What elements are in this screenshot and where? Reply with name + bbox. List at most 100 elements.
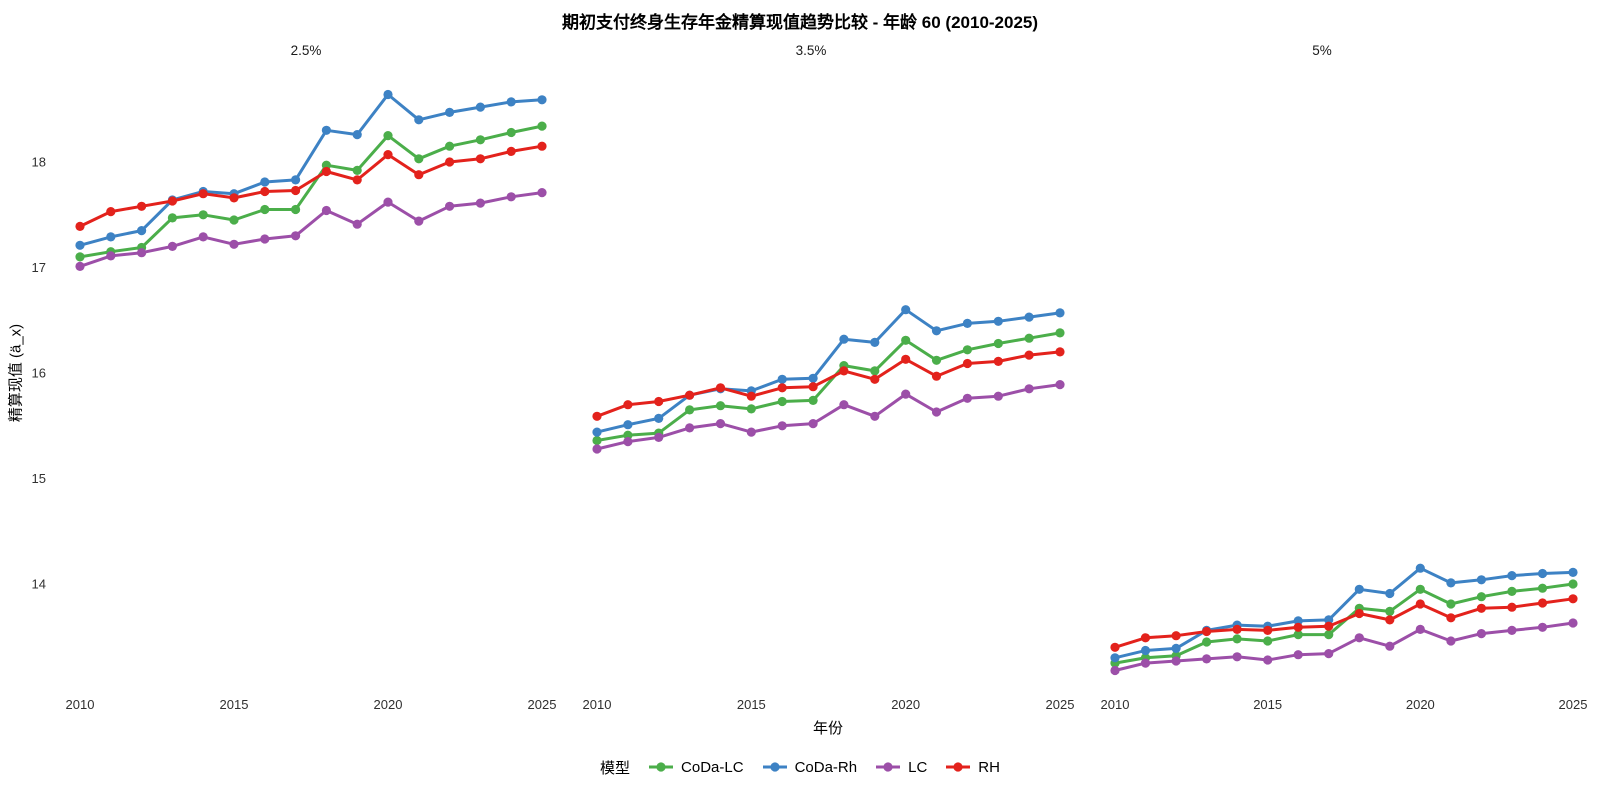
legend-marker-icon	[649, 762, 674, 772]
point-CoDa-LC-5%-2013	[1202, 637, 1212, 647]
point-RH-5%-2016	[1293, 622, 1303, 632]
point-CoDa-LC-3.5%-2025	[1055, 328, 1065, 338]
series-line-RH-5%	[1113, 597, 1575, 649]
point-CoDa-Rh-3.5%-2025	[1055, 308, 1065, 318]
point-CoDa-Rh-2.5%-2011	[106, 232, 116, 242]
point-LC-5%-2015	[1263, 655, 1273, 665]
point-LC-2.5%-2010	[75, 261, 85, 271]
x-axis-title: 年份	[812, 720, 844, 737]
point-LC-2.5%-2019	[352, 219, 362, 229]
point-RH-3.5%-2017	[808, 382, 818, 392]
point-RH-5%-2021	[1446, 613, 1456, 623]
point-CoDa-LC-3.5%-2019	[870, 366, 880, 376]
y-tick-label-16: 16	[32, 366, 46, 381]
point-LC-2.5%-2012	[137, 248, 147, 258]
chart-title: 期初支付终身生存年金精算现值趋势比较 - 年龄 60 (2010-2025)	[561, 13, 1039, 32]
point-RH-5%-2022	[1476, 603, 1486, 613]
point-LC-3.5%-2023	[993, 391, 1003, 401]
point-RH-5%-2017	[1324, 621, 1334, 631]
point-RH-5%-2025	[1568, 594, 1578, 604]
point-RH-3.5%-2018	[839, 366, 849, 376]
point-RH-3.5%-2014	[715, 383, 726, 393]
point-LC-5%-2011	[1140, 658, 1151, 668]
point-CoDa-Rh-5%-2023	[1507, 571, 1517, 581]
point-LC-3.5%-2016	[777, 421, 787, 431]
point-CoDa-LC-2.5%-2024	[506, 127, 516, 138]
legend-label: LC	[908, 758, 928, 776]
point-RH-3.5%-2012	[654, 396, 664, 407]
x-tick-label-3.5%-2025: 2025	[1046, 697, 1075, 712]
point-CoDa-LC-5%-2019	[1385, 606, 1395, 617]
facet-strip-label-3.5pct: 3.5%	[795, 43, 827, 58]
point-LC-5%-2021	[1446, 636, 1456, 646]
point-CoDa-LC-2.5%-2022	[445, 141, 455, 151]
y-tick-label-14: 14	[32, 577, 46, 592]
series-line-CoDa-Rh-2.5%	[78, 93, 544, 247]
point-LC-3.5%-2010	[592, 444, 602, 454]
point-CoDa-Rh-2.5%-2022	[445, 107, 455, 117]
facet-strip-label-2.5pct: 2.5%	[290, 43, 322, 58]
point-LC-3.5%-2017	[808, 419, 818, 429]
point-CoDa-LC-5%-2022	[1476, 592, 1486, 602]
series-line-CoDa-LC-2.5%	[78, 124, 544, 259]
point-CoDa-LC-2.5%-2025	[537, 121, 547, 131]
point-CoDa-Rh-3.5%-2019	[870, 337, 880, 347]
series-line-LC-5%	[1113, 621, 1575, 672]
point-LC-2.5%-2018	[321, 205, 331, 216]
point-RH-5%-2020	[1415, 599, 1425, 609]
x-tick-label-5%-2020: 2020	[1406, 697, 1435, 712]
legend-label: CoDa-Rh	[794, 758, 858, 776]
point-CoDa-LC-3.5%-2023	[993, 338, 1003, 349]
point-CoDa-Rh-2.5%-2010	[75, 240, 85, 250]
x-tick-label-2.5%-2015: 2015	[220, 697, 249, 712]
point-LC-2.5%-2024	[506, 192, 516, 202]
point-CoDa-LC-2.5%-2015	[229, 215, 239, 225]
point-CoDa-Rh-3.5%-2024	[1024, 312, 1034, 322]
point-RH-3.5%-2011	[623, 400, 633, 410]
point-RH-2.5%-2017	[291, 185, 301, 196]
point-CoDa-LC-2.5%-2016	[260, 204, 270, 215]
point-RH-2.5%-2018	[321, 166, 331, 177]
point-LC-5%-2010	[1110, 665, 1120, 676]
point-LC-3.5%-2012	[654, 432, 664, 442]
legend-label: CoDa-LC	[681, 758, 744, 776]
point-LC-5%-2024	[1537, 622, 1548, 632]
legend-items: CoDa-LC CoDa-Rh LC RH	[648, 759, 1000, 776]
point-CoDa-LC-3.5%-2021	[931, 355, 942, 365]
point-RH-2.5%-2023	[475, 154, 485, 164]
point-CoDa-LC-2.5%-2014	[198, 210, 208, 220]
x-tick-label-3.5%-2010: 2010	[583, 697, 612, 712]
point-LC-2.5%-2021	[414, 216, 424, 226]
point-LC-5%-2023	[1507, 625, 1517, 636]
point-CoDa-LC-3.5%-2014	[715, 401, 726, 411]
point-RH-5%-2010	[1110, 642, 1120, 652]
point-LC-3.5%-2015	[746, 427, 756, 437]
point-LC-5%-2014	[1232, 652, 1242, 662]
point-LC-5%-2017	[1324, 649, 1334, 659]
point-CoDa-LC-5%-2021	[1446, 599, 1456, 609]
point-CoDa-Rh-5%-2016	[1293, 616, 1303, 626]
point-RH-5%-2023	[1507, 602, 1517, 612]
point-CoDa-LC-2.5%-2021	[414, 154, 424, 164]
legend: 模型 CoDa-LC CoDa-Rh LC RH	[0, 752, 1600, 782]
point-CoDa-Rh-5%-2017	[1324, 615, 1334, 625]
point-CoDa-Rh-2.5%-2012	[137, 226, 147, 236]
point-RH-3.5%-2019	[870, 374, 880, 384]
point-RH-3.5%-2016	[777, 383, 787, 393]
point-CoDa-Rh-2.5%-2017	[291, 175, 301, 185]
point-CoDa-LC-3.5%-2022	[962, 345, 973, 355]
point-CoDa-Rh-5%-2012	[1171, 643, 1181, 654]
point-LC-2.5%-2014	[198, 232, 208, 242]
x-tick-label-3.5%-2015: 2015	[737, 697, 766, 712]
point-CoDa-Rh-2.5%-2024	[506, 97, 516, 107]
point-CoDa-Rh-3.5%-2018	[839, 334, 849, 344]
x-tick-label-3.5%-2020: 2020	[891, 697, 920, 712]
point-CoDa-LC-5%-2015	[1263, 636, 1273, 646]
point-RH-2.5%-2015	[229, 193, 239, 203]
point-LC-2.5%-2020	[383, 197, 393, 207]
x-tick-label-2.5%-2010: 2010	[66, 697, 95, 712]
point-CoDa-Rh-5%-2025	[1568, 567, 1578, 578]
point-LC-3.5%-2024	[1024, 384, 1034, 394]
point-RH-5%-2013	[1202, 626, 1212, 637]
